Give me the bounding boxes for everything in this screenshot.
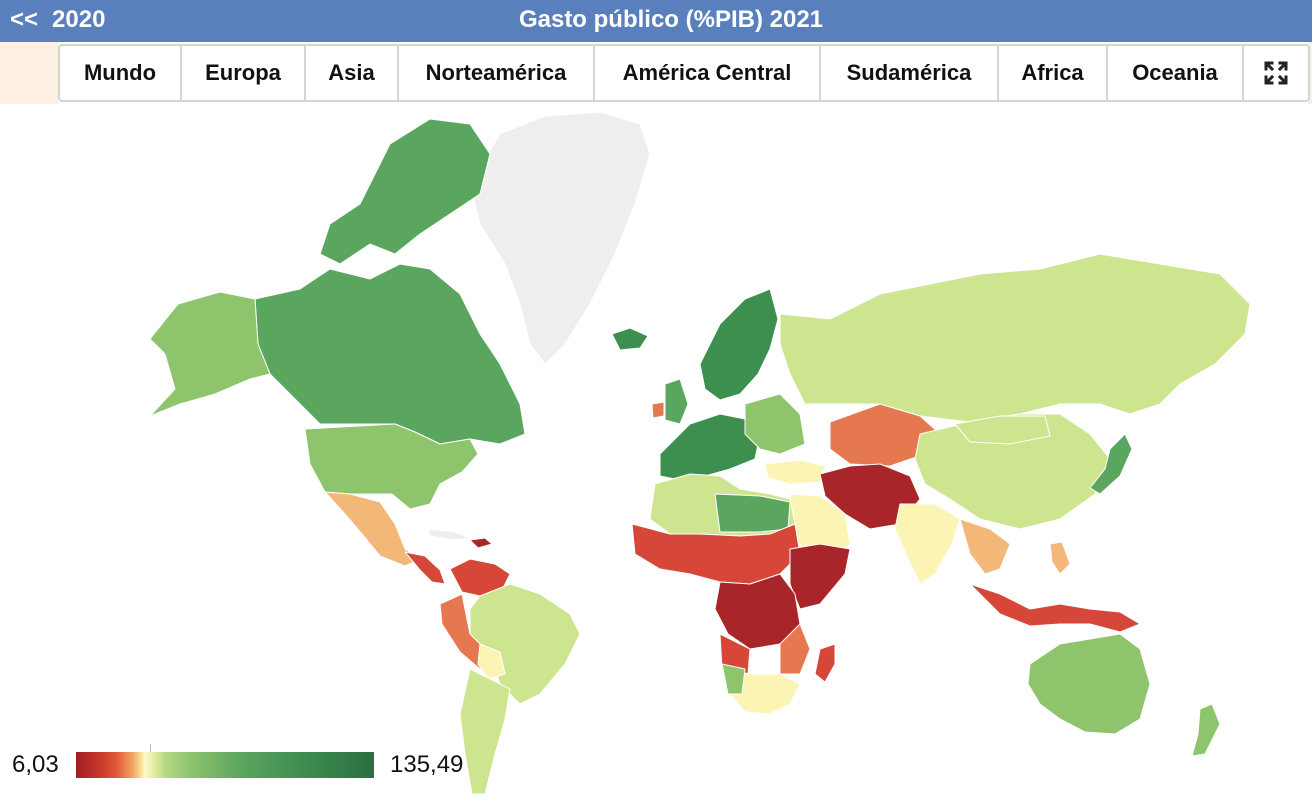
iceland-region[interactable] <box>611 327 649 351</box>
tab-europa[interactable]: Europa <box>182 46 306 100</box>
central-america-region[interactable] <box>404 551 446 585</box>
philippines-region[interactable] <box>1049 541 1071 575</box>
tab-mundo[interactable]: Mundo <box>60 46 182 100</box>
region-nav: Mundo Europa Asia Norteamérica América C… <box>0 42 1312 104</box>
bolivia-region[interactable] <box>477 643 506 680</box>
map-title: Gasto público (%PIB) 2021 <box>518 6 824 33</box>
uk-region[interactable] <box>664 378 689 425</box>
argentina-chile-region[interactable] <box>459 668 511 795</box>
china-region[interactable] <box>914 413 1111 530</box>
tab-africa[interactable]: Africa <box>999 46 1108 100</box>
legend-max-label: 135,49 <box>390 751 464 778</box>
japan-region[interactable] <box>1089 433 1133 495</box>
region-tabs: Mundo Europa Asia Norteamérica América C… <box>58 44 1310 102</box>
turkey-region[interactable] <box>764 459 826 485</box>
australia-region[interactable] <box>1027 633 1151 735</box>
eastern-europe-region[interactable] <box>744 393 806 455</box>
canada-arctic-islands-region[interactable] <box>319 118 491 265</box>
venezuela-colombia-region[interactable] <box>449 558 511 597</box>
previous-year-link[interactable]: << 2020 <box>10 6 105 34</box>
greenland-region[interactable] <box>469 111 651 365</box>
madagascar-region[interactable] <box>814 643 836 683</box>
horn-of-africa-region[interactable] <box>789 543 851 610</box>
namibia-region[interactable] <box>721 663 746 695</box>
east-africa-region[interactable] <box>779 623 811 675</box>
double-left-arrow-icon: << <box>10 6 39 33</box>
mongolia-region[interactable] <box>954 415 1051 445</box>
alaska-region[interactable] <box>149 291 271 417</box>
fullscreen-button[interactable] <box>1244 46 1308 100</box>
cuba-region <box>427 528 471 541</box>
legend-color-scale <box>76 752 374 778</box>
scandinavia-region[interactable] <box>699 288 779 401</box>
expand-icon <box>1264 61 1288 85</box>
tab-sudamerica[interactable]: Sudamérica <box>821 46 999 100</box>
tab-asia[interactable]: Asia <box>306 46 399 100</box>
previous-year-label: 2020 <box>52 6 106 33</box>
canada-region[interactable] <box>254 263 526 445</box>
indonesia-region[interactable] <box>969 583 1141 633</box>
ireland-region[interactable] <box>651 401 665 419</box>
tab-america-central[interactable]: América Central <box>595 46 821 100</box>
egypt-libya-region[interactable] <box>714 493 791 533</box>
tab-norteamerica[interactable]: Norteamérica <box>399 46 595 100</box>
haiti-region[interactable] <box>469 537 493 549</box>
russia-region[interactable] <box>779 253 1251 423</box>
tab-oceania[interactable]: Oceania <box>1108 46 1244 100</box>
new-zealand-region[interactable] <box>1191 703 1221 757</box>
world-choropleth-map <box>149 111 1251 795</box>
title-bar: << 2020 Gasto público (%PIB) 2021 <box>0 0 1312 42</box>
india-region[interactable] <box>894 503 961 585</box>
mainland-southeast-asia-region[interactable] <box>959 518 1011 575</box>
legend-min-label: 6,03 <box>12 751 59 778</box>
